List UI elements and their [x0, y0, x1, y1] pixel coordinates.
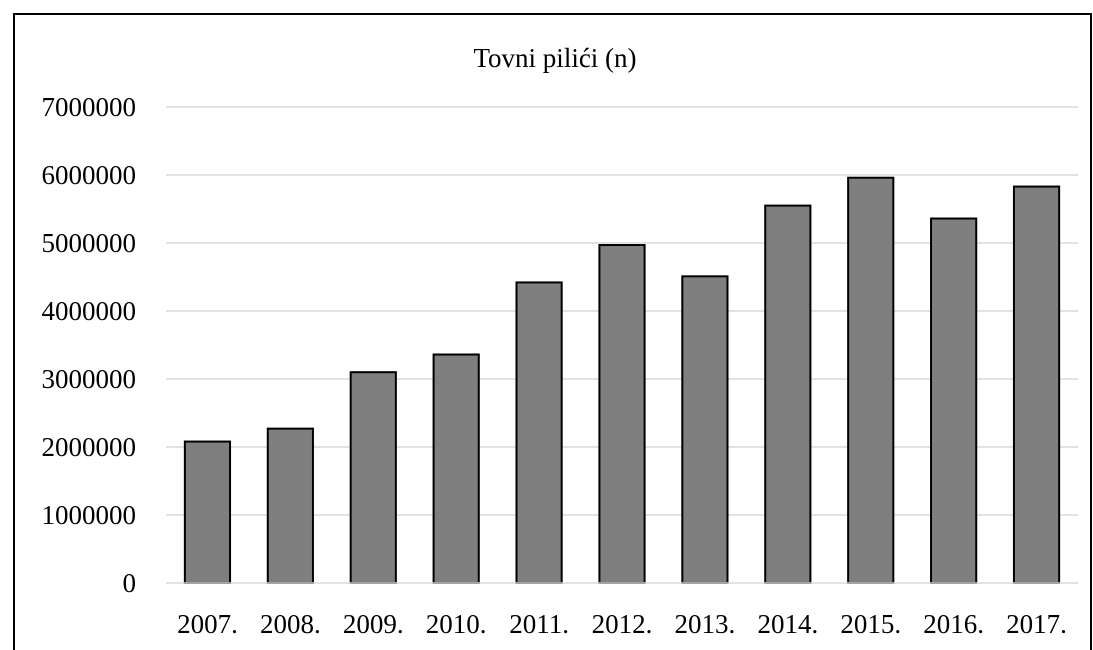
- y-axis-ticks: 0 1000000 2000000 3000000 4000000 5000000 6000…: [42, 92, 137, 598]
- x-axis-ticks: 2007. 2008. 2009. 2010. 2011. 2012. 2013. 2014.…: [177, 609, 1067, 639]
- x-tick-label: 2011.: [509, 609, 569, 639]
- chart-title: Tovni pilići (n): [473, 43, 636, 73]
- y-tick-label: 1000000: [42, 500, 137, 530]
- x-tick-label: 2007.: [177, 609, 238, 639]
- y-tick-label: 6000000: [42, 160, 137, 190]
- x-tick-label: 2016.: [923, 609, 984, 639]
- x-tick-label: 2013.: [675, 609, 736, 639]
- bar-2007: [183, 440, 232, 584]
- x-tick-label: 2012.: [592, 609, 653, 639]
- bar-2016: [930, 217, 978, 585]
- y-tick-label: 4000000: [42, 296, 137, 326]
- bars: [183, 176, 1061, 585]
- y-tick-label: 3000000: [42, 364, 137, 394]
- x-tick-label: 2008.: [260, 609, 321, 639]
- x-tick-label: 2014.: [757, 609, 818, 639]
- bar-2015: [847, 176, 895, 584]
- chart-frame: [13, 13, 1092, 650]
- x-tick-label: 2015.: [840, 609, 901, 639]
- y-tick-label: 0: [123, 568, 137, 598]
- bar-2017: [1012, 185, 1061, 584]
- x-tick-label: 2010.: [426, 609, 487, 639]
- bar-2009: [349, 371, 397, 585]
- bar-2012: [598, 244, 646, 584]
- bar-2013: [681, 275, 729, 584]
- bar-2011: [515, 281, 563, 584]
- x-tick-label: 2017.: [1006, 609, 1067, 639]
- bar-2008: [266, 427, 314, 585]
- y-tick-label: 2000000: [42, 432, 137, 462]
- bar-2010: [432, 353, 480, 584]
- y-tick-label: 7000000: [42, 92, 137, 122]
- bar-2014: [764, 204, 812, 584]
- y-tick-label: 5000000: [42, 228, 137, 258]
- x-tick-label: 2009.: [343, 609, 404, 639]
